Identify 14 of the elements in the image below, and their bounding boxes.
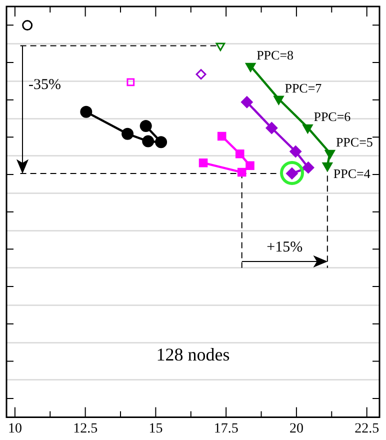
x-tick-label: 20 (289, 421, 304, 436)
annotation: PPC=5 (336, 134, 373, 150)
x-tick-label: 15 (148, 421, 163, 436)
annotation: PPC=7 (284, 80, 322, 96)
annotation: +15% (266, 239, 303, 256)
x-tick-label: 12.5 (73, 421, 98, 436)
annotation: PPC=6 (314, 109, 352, 124)
annotation: PPC=8 (256, 47, 294, 62)
annotation: 128 nodes (156, 344, 230, 364)
x-tick-label: 10 (8, 421, 22, 436)
x-tick-label: 17.5 (214, 421, 238, 436)
annotation: PPC=4 (333, 166, 371, 182)
x-tick-label: 22.5 (354, 421, 380, 436)
annotation: -35% (28, 77, 61, 94)
